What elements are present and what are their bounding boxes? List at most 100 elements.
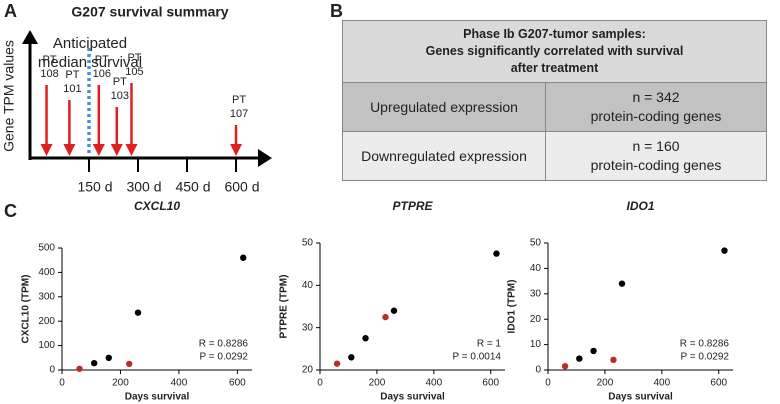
data-point — [134, 309, 142, 316]
x-tick-label: 0 — [317, 378, 323, 389]
y-tick-label: 20 — [530, 314, 542, 325]
stat-annotation: P = 0.0292 — [200, 352, 249, 363]
y-tick-label: 0 — [49, 365, 55, 376]
patient-id: 106 — [93, 68, 111, 80]
data-point — [90, 359, 98, 367]
x-axis-label: Days survival — [608, 392, 673, 403]
arrowhead — [92, 144, 105, 156]
stat-annotation: R = 0.8286 — [199, 339, 249, 350]
data-point — [721, 247, 728, 254]
y-tick-label: 10 — [530, 339, 542, 350]
x-axis-label: Days survival — [380, 392, 445, 403]
x-tick-label: 600 — [229, 378, 246, 389]
data-point — [362, 335, 369, 342]
x-tick-label: 200 — [112, 378, 129, 389]
y-tick-label: 40 — [302, 280, 314, 291]
x-tick-label: 0 — [545, 378, 551, 389]
table-cell: n = 160 protein-coding genes — [590, 138, 722, 173]
y-axis-label: IDO1 (TPM) — [507, 280, 518, 334]
y-tick-label: 200 — [38, 316, 55, 327]
data-point — [610, 356, 617, 364]
data-point — [618, 280, 626, 287]
data-point — [576, 355, 583, 362]
patient-label: PT — [95, 54, 109, 66]
stat-annotation: R = 1 — [477, 339, 502, 350]
data-point — [240, 254, 247, 261]
table-cell: n = 342 protein-coding genes — [590, 89, 722, 124]
data-point — [382, 313, 389, 321]
x-tick-label: 450 d — [175, 179, 210, 195]
x-tick-label: 400 — [426, 378, 443, 389]
patient-label: PT — [65, 69, 79, 81]
axis-arrowhead — [258, 149, 272, 167]
arrowhead — [110, 144, 123, 156]
annotation: Anticipated — [53, 35, 127, 52]
x-axis-label: Days survival — [125, 392, 190, 403]
panel-title: G207 survival summary — [71, 4, 228, 20]
data-point — [493, 250, 500, 257]
table-row: Upregulated expression n = 342 protein-c… — [343, 82, 766, 132]
chart-title: CXCL10 — [134, 199, 180, 213]
data-point — [390, 307, 398, 314]
y-axis-label: CXCL10 (TPM) — [21, 275, 32, 344]
arrowhead — [63, 144, 76, 156]
y-tick-label: 40 — [530, 263, 542, 274]
y-tick-label: 50 — [302, 238, 314, 249]
patient-id: 105 — [125, 66, 143, 78]
data-point — [590, 347, 597, 355]
stat-annotation: P = 0.0292 — [681, 352, 730, 363]
x-tick-label: 150 d — [77, 179, 112, 195]
y-tick-label: 100 — [38, 340, 55, 351]
data-point — [126, 360, 133, 368]
panel-letter: B — [330, 1, 343, 21]
stat-annotation: P = 0.0014 — [453, 352, 502, 363]
patient-label: PT — [113, 76, 127, 88]
data-point — [333, 360, 341, 367]
table-cell: Downregulated expression — [343, 131, 546, 180]
y-tick-label: 30 — [530, 288, 542, 299]
chart-title: IDO1 — [626, 199, 654, 213]
x-tick-label: 300 d — [126, 179, 161, 195]
y-axis-label: PTPRE (TPM) — [279, 275, 290, 339]
y-tick-label: 0 — [535, 365, 541, 376]
x-tick-label: 600 d — [224, 179, 259, 195]
y-tick-label: 20 — [302, 365, 314, 376]
patient-label: PT — [127, 52, 141, 64]
arrowhead — [40, 144, 53, 156]
data-point — [348, 354, 355, 361]
y-tick-label: 30 — [302, 322, 314, 333]
table-row: Downregulated expression n = 160 protein… — [343, 131, 766, 180]
data-point — [561, 362, 569, 370]
x-tick-label: 0 — [59, 378, 65, 389]
table-header: Phase Ib G207-tumor samples: Genes signi… — [343, 21, 766, 83]
chart-title: PTPRE — [392, 199, 433, 213]
patient-id: 101 — [63, 83, 81, 95]
x-tick-label: 600 — [482, 378, 499, 389]
y-tick-label: 300 — [38, 291, 55, 302]
panel-letter: A — [4, 1, 17, 21]
patient-id: 107 — [230, 108, 248, 120]
data-point — [76, 365, 83, 372]
x-tick-label: 600 — [710, 378, 727, 389]
patient-label: PT — [43, 54, 57, 66]
table-cell: Upregulated expression — [343, 82, 546, 131]
arrowhead — [230, 144, 243, 156]
patient-label: PT — [232, 94, 246, 106]
patient-id: 108 — [40, 68, 58, 80]
x-tick-label: 400 — [171, 378, 188, 389]
y-tick-label: 50 — [530, 238, 542, 249]
data-point — [105, 354, 112, 361]
arrowhead — [125, 144, 138, 156]
x-tick-label: 200 — [369, 378, 386, 389]
patient-id: 103 — [111, 90, 129, 102]
y-tick-label: 400 — [38, 267, 55, 278]
panel-letter: C — [4, 201, 17, 221]
stat-annotation: R = 0.8286 — [680, 339, 730, 350]
y-tick-label: 500 — [38, 243, 55, 254]
x-tick-label: 200 — [597, 378, 614, 389]
x-tick-label: 400 — [654, 378, 671, 389]
axis-arrowhead — [22, 30, 38, 44]
y-axis-label: Gene TPM values — [1, 40, 17, 152]
